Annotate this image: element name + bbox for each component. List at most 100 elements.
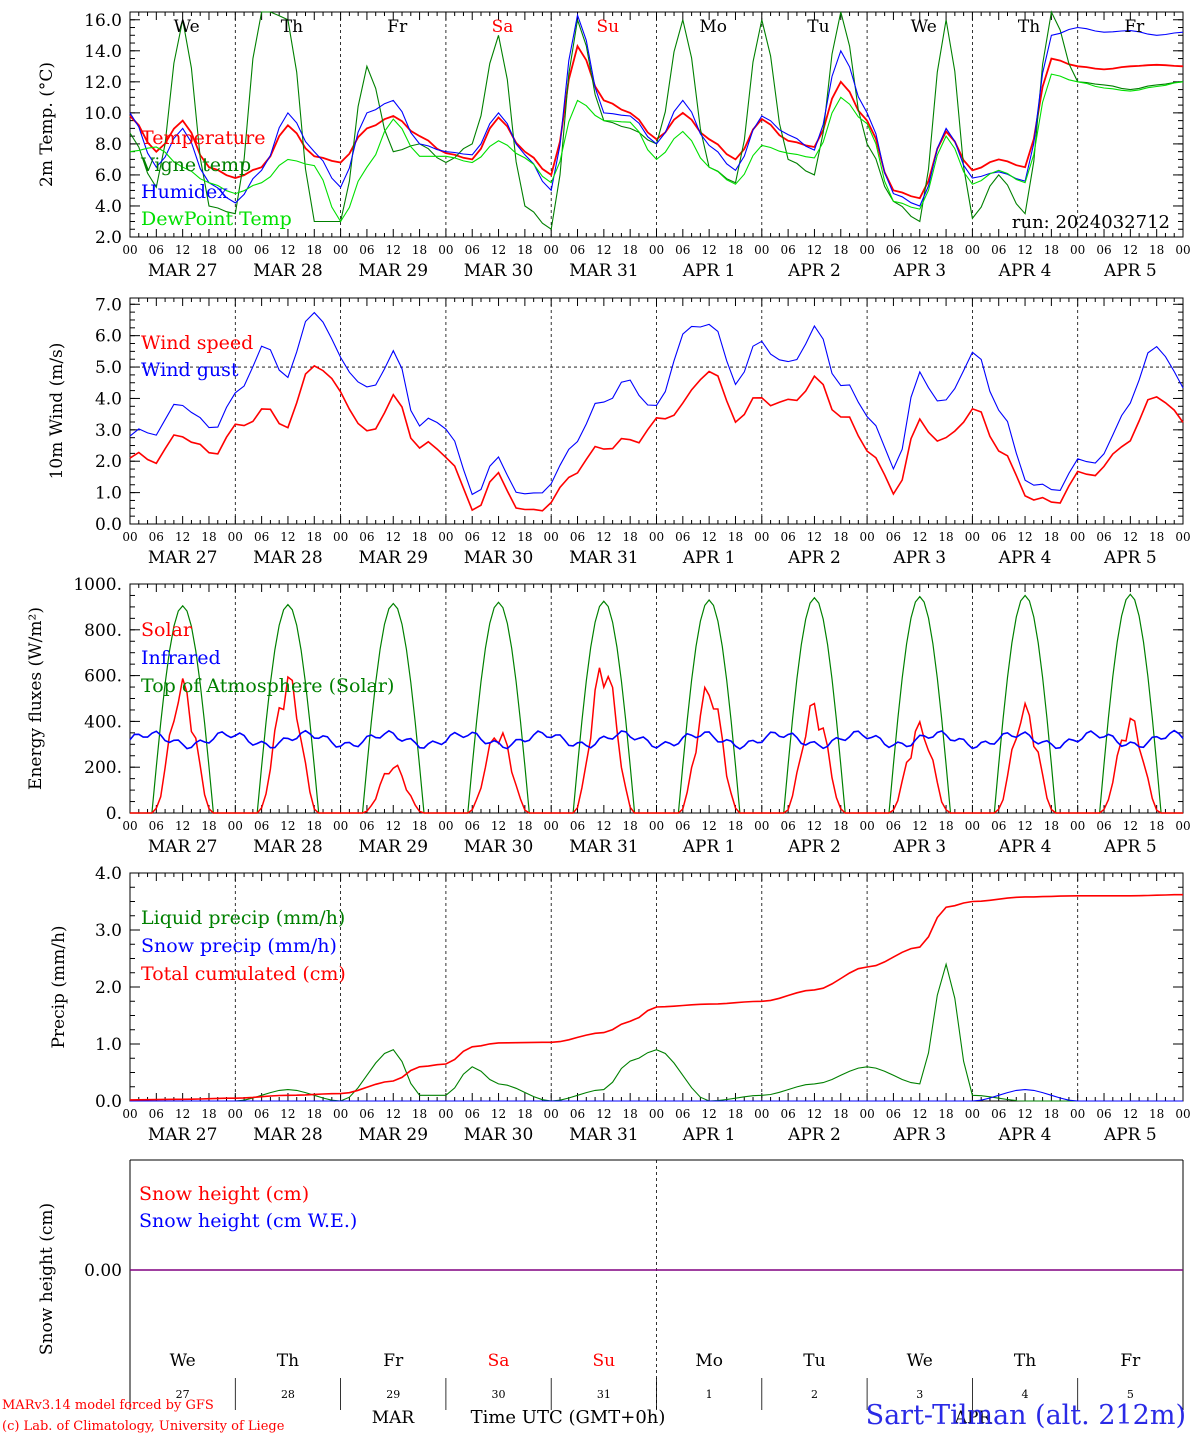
hour-tick-label: 00 bbox=[228, 819, 243, 833]
hour-tick-label: 18 bbox=[412, 819, 427, 833]
hour-tick-label: 06 bbox=[465, 819, 480, 833]
hour-tick-label: 12 bbox=[596, 819, 611, 833]
hour-tick-label: 00 bbox=[754, 530, 769, 544]
y-tick-label: 1.0 bbox=[95, 1035, 122, 1055]
hour-tick-label: 06 bbox=[570, 530, 585, 544]
y-tick-label: 5.0 bbox=[95, 358, 122, 378]
date-label: MAR 30 bbox=[464, 1125, 534, 1145]
hour-tick-label: 12 bbox=[702, 530, 717, 544]
hour-tick-label: 12 bbox=[280, 1107, 295, 1121]
hour-tick-label: 18 bbox=[1149, 243, 1164, 257]
hour-tick-label: 12 bbox=[807, 819, 822, 833]
hour-tick-label: 06 bbox=[1096, 819, 1111, 833]
hour-tick-label: 18 bbox=[1044, 530, 1059, 544]
date-label: MAR 28 bbox=[253, 261, 323, 281]
legend-entry: Snow height (cm) bbox=[139, 1183, 309, 1205]
y-axis-label: Snow height (cm) bbox=[37, 1203, 57, 1355]
weekday-label: Fr bbox=[1124, 17, 1145, 37]
day-number: 28 bbox=[281, 1388, 295, 1401]
hour-tick-label: 06 bbox=[465, 1107, 480, 1121]
hour-tick-label: 00 bbox=[333, 530, 348, 544]
date-label: MAR 29 bbox=[358, 837, 428, 857]
y-tick-label: 400. bbox=[84, 712, 122, 732]
weekday-label: Mo bbox=[699, 17, 727, 37]
hour-tick-label: 06 bbox=[149, 819, 164, 833]
station-title: Sart-Tilman (alt. 212m) bbox=[865, 1400, 1186, 1431]
day-number: 31 bbox=[597, 1388, 611, 1401]
hour-tick-label: 00 bbox=[544, 819, 559, 833]
hour-tick-label: 12 bbox=[175, 1107, 190, 1121]
hour-tick-label: 18 bbox=[201, 1107, 216, 1121]
hour-tick-label: 06 bbox=[254, 530, 269, 544]
y-tick-label: 800. bbox=[84, 621, 122, 641]
date-label: APR 1 bbox=[682, 837, 736, 857]
weekday-label: Tu bbox=[807, 17, 829, 37]
weekday-label: We bbox=[911, 17, 937, 37]
date-label: APR 4 bbox=[998, 548, 1052, 568]
hour-tick-label: 00 bbox=[438, 1107, 453, 1121]
hour-tick-label: 06 bbox=[570, 1107, 585, 1121]
hour-tick-label: 00 bbox=[228, 243, 243, 257]
hour-tick-label: 06 bbox=[570, 243, 585, 257]
hour-tick-label: 12 bbox=[702, 243, 717, 257]
hour-tick-label: 18 bbox=[1044, 819, 1059, 833]
hour-tick-label: 06 bbox=[359, 1107, 374, 1121]
date-label: APR 3 bbox=[892, 1125, 946, 1145]
hour-tick-label: 00 bbox=[1070, 819, 1085, 833]
hour-tick-label: 00 bbox=[228, 1107, 243, 1121]
series-line-total-cumulated-cm- bbox=[129, 893, 1183, 1101]
day-number: 4 bbox=[1022, 1388, 1029, 1401]
weekday-label: Th bbox=[1014, 1351, 1036, 1371]
weekday-label: Th bbox=[1018, 17, 1040, 37]
hour-tick-label: 06 bbox=[359, 819, 374, 833]
hour-tick-label: 06 bbox=[359, 530, 374, 544]
date-label: APR 1 bbox=[682, 1125, 736, 1145]
weekday-label: Su bbox=[597, 17, 620, 37]
weekday-label: Tu bbox=[803, 1351, 825, 1371]
hour-tick-label: 12 bbox=[1017, 1107, 1032, 1121]
hour-tick-label: 06 bbox=[780, 243, 795, 257]
weekday-label: Th bbox=[281, 17, 303, 37]
hour-tick-label: 12 bbox=[807, 243, 822, 257]
legend-entry: Infrared bbox=[141, 647, 221, 669]
hour-tick-label: 06 bbox=[886, 1107, 901, 1121]
hour-tick-label: 18 bbox=[938, 530, 953, 544]
hour-tick-label: 12 bbox=[386, 243, 401, 257]
hour-tick-label: 06 bbox=[886, 243, 901, 257]
hour-tick-label: 00 bbox=[122, 1107, 137, 1121]
hour-tick-label: 06 bbox=[991, 1107, 1006, 1121]
hour-tick-label: 18 bbox=[728, 243, 743, 257]
weekday-label: We bbox=[907, 1351, 933, 1371]
hour-tick-label: 12 bbox=[280, 530, 295, 544]
legend-entry: Snow precip (mm/h) bbox=[141, 935, 337, 957]
y-tick-label: 3.0 bbox=[95, 921, 122, 941]
date-label: APR 5 bbox=[1103, 1125, 1157, 1145]
hour-tick-label: 06 bbox=[1096, 1107, 1111, 1121]
hour-tick-label: 06 bbox=[149, 243, 164, 257]
date-label: APR 5 bbox=[1103, 261, 1157, 281]
hour-tick-label: 12 bbox=[491, 243, 506, 257]
date-label: APR 2 bbox=[787, 837, 841, 857]
hour-tick-label: 00 bbox=[544, 530, 559, 544]
day-number: 27 bbox=[176, 1388, 190, 1401]
hour-tick-label: 00 bbox=[754, 243, 769, 257]
y-tick-label: 3.0 bbox=[95, 421, 122, 441]
y-tick-label: 0. bbox=[106, 804, 122, 824]
hour-tick-label: 12 bbox=[1123, 1107, 1138, 1121]
hour-tick-label: 06 bbox=[991, 819, 1006, 833]
y-tick-label: 4.0 bbox=[95, 197, 122, 217]
date-label: APR 2 bbox=[787, 1125, 841, 1145]
series-line-wind-gust bbox=[129, 311, 1184, 496]
hour-tick-label: 00 bbox=[228, 530, 243, 544]
hour-tick-label: 00 bbox=[754, 819, 769, 833]
hour-tick-label: 06 bbox=[254, 1107, 269, 1121]
hour-tick-label: 12 bbox=[175, 243, 190, 257]
hour-tick-label: 06 bbox=[675, 1107, 690, 1121]
legend-entry: Liquid precip (mm/h) bbox=[141, 907, 345, 929]
hour-tick-label: 00 bbox=[859, 243, 874, 257]
hour-tick-label: 06 bbox=[570, 819, 585, 833]
y-tick-label: 14.0 bbox=[84, 42, 122, 62]
y-tick-label: 2.0 bbox=[95, 228, 122, 248]
series-line-liquid-precip-mm-h- bbox=[130, 962, 1183, 1102]
legend-entry: Temperature bbox=[141, 127, 265, 149]
